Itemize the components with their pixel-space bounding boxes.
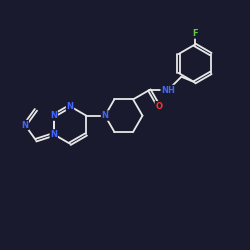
Text: F: F — [192, 29, 198, 38]
Text: N: N — [66, 102, 73, 111]
Text: N: N — [22, 120, 29, 130]
Text: N: N — [50, 111, 57, 120]
Text: N: N — [102, 111, 108, 120]
Text: O: O — [155, 102, 162, 111]
Text: N: N — [50, 130, 57, 139]
Text: NH: NH — [161, 86, 175, 94]
